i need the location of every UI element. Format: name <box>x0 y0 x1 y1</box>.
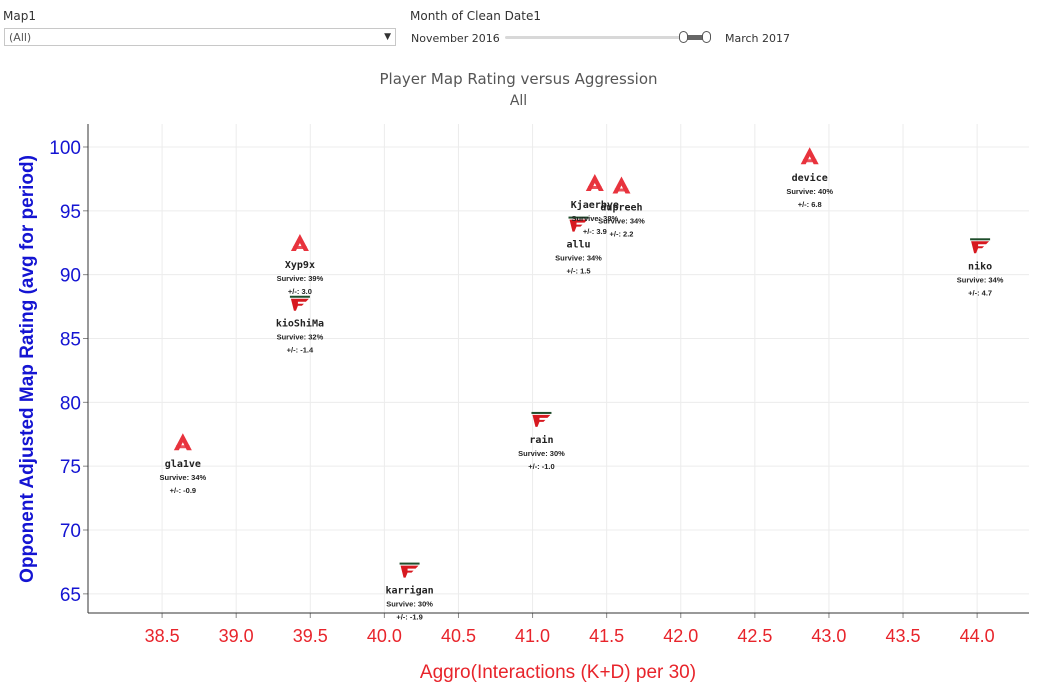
data-point-xyp9x: Xyp9x Survive: 39% +/-: 3.0 <box>277 234 324 296</box>
x-tick-label: 40.5 <box>441 626 476 646</box>
point-plusminus-label: +/-: 6.8 <box>798 200 822 209</box>
point-survive-label: Survive: 34% <box>598 217 645 226</box>
chart-title: Player Map Rating versus Aggression <box>379 70 658 88</box>
map-dropdown[interactable]: (All) ▼ <box>4 28 396 46</box>
point-name-label: allu <box>566 240 590 251</box>
chart-points: gla1ve Survive: 34% +/-: -0.9 Xyp9x Survive:… <box>159 147 1004 622</box>
data-point-kjaerbye: Kjaerbye Survive: 38% +/-: 3.9 <box>571 174 619 236</box>
month-slider-start-handle[interactable] <box>679 31 688 43</box>
month-filter-label: Month of Clean Date1 <box>410 9 541 23</box>
x-tick-label: 43.5 <box>886 626 921 646</box>
point-name-label: rain <box>529 434 553 446</box>
y-axis-label: Opponent Adjusted Map Rating (avg for pe… <box>17 155 38 583</box>
x-tick-label: 44.0 <box>960 626 995 646</box>
astralis-logo-bar <box>802 159 817 163</box>
astralis-logo-bar <box>175 445 190 449</box>
faze-logo-icon <box>569 219 588 232</box>
month-slider-end-handle[interactable] <box>702 31 711 43</box>
faze-logo-bar <box>531 411 552 414</box>
faze-logo-icon <box>971 241 990 254</box>
x-tick-label: 41.0 <box>515 626 550 646</box>
point-survive-label: Survive: 34% <box>159 473 206 482</box>
point-name-label: Xyp9x <box>285 260 315 271</box>
point-plusminus-label: +/-: -1.9 <box>396 613 422 622</box>
faze-logo-bar <box>399 562 420 565</box>
point-survive-label: Survive: 34% <box>957 275 1004 284</box>
point-name-label: karrigan <box>385 585 433 597</box>
point-survive-label: Survive: 39% <box>277 274 324 283</box>
month-slider-track[interactable] <box>505 36 709 39</box>
chart-subtitle: All <box>509 93 528 109</box>
month-slider-range <box>683 35 707 40</box>
point-name-label: dupreeh <box>600 203 642 214</box>
point-plusminus-label: +/-: 2.2 <box>609 230 633 239</box>
point-survive-label: Survive: 38% <box>571 214 618 223</box>
point-survive-label: Survive: 40% <box>786 187 833 196</box>
data-point-dupreeh: dupreeh Survive: 34% +/-: 2.2 <box>598 176 645 239</box>
y-tick-label: 90 <box>60 266 81 287</box>
x-tick-label: 42.0 <box>663 626 698 646</box>
faze-logo-icon <box>532 414 551 427</box>
data-point-gla1ve: gla1ve Survive: 34% +/-: -0.9 <box>159 433 207 495</box>
chart-ticks: 38.5 39.0 39.5 40.0 40.5 41.0 41.5 42.0 42.5 43.0… <box>49 138 994 646</box>
astralis-logo-bar <box>614 188 629 192</box>
y-tick-label: 70 <box>60 521 81 542</box>
x-tick-label: 43.0 <box>811 626 846 646</box>
faze-logo-icon <box>400 565 419 578</box>
faze-logo-bar <box>289 295 310 298</box>
point-name-label: Kjaerbye <box>571 199 619 211</box>
x-tick-label: 42.5 <box>737 626 772 646</box>
map-filter-label: Map1 <box>3 9 36 23</box>
point-name-label: kioShiMa <box>276 318 324 330</box>
y-tick-label: 85 <box>60 329 81 350</box>
month-slider-max-label: March 2017 <box>725 32 791 45</box>
faze-logo-icon <box>290 298 309 311</box>
point-survive-label: Survive: 32% <box>277 333 324 342</box>
x-tick-label: 39.5 <box>293 626 328 646</box>
astralis-logo-bar <box>292 246 307 250</box>
y-tick-label: 65 <box>60 585 81 606</box>
point-plusminus-label: +/-: 3.9 <box>583 227 607 236</box>
x-tick-label: 39.0 <box>219 626 254 646</box>
point-name-label: device <box>792 172 828 184</box>
data-point-allu: allu Survive: 34% +/-: 1.5 <box>555 216 602 276</box>
point-plusminus-label: +/-: -0.9 <box>170 486 196 495</box>
faze-logo-bar <box>568 216 589 219</box>
month-slider-min-label: November 2016 <box>411 32 500 45</box>
point-name-label: niko <box>968 260 992 272</box>
chart-axes <box>83 124 1029 618</box>
x-axis-label: Aggro(Interactions (K+D) per 30) <box>420 662 696 683</box>
x-tick-label: 41.5 <box>589 626 624 646</box>
y-tick-label: 80 <box>60 393 81 414</box>
point-plusminus-label: +/-: -1.0 <box>528 462 554 471</box>
data-point-kioshima: kioShiMa Survive: 32% +/-: -1.4 <box>276 295 324 355</box>
x-tick-label: 40.0 <box>367 626 402 646</box>
astralis-logo-bar <box>587 186 602 190</box>
y-tick-label: 100 <box>49 138 81 159</box>
point-survive-label: Survive: 34% <box>555 254 602 263</box>
data-point-karrigan: karrigan Survive: 30% +/-: -1.9 <box>385 562 434 622</box>
data-point-device: device Survive: 40% +/-: 6.8 <box>786 147 833 209</box>
point-survive-label: Survive: 30% <box>386 600 433 609</box>
data-point-niko: niko Survive: 34% +/-: 4.7 <box>957 238 1004 297</box>
chevron-down-icon[interactable]: ▼ <box>384 32 391 42</box>
data-point-rain: rain Survive: 30% +/-: -1.0 <box>518 411 565 471</box>
point-plusminus-label: +/-: 4.7 <box>968 288 992 297</box>
map-dropdown-value: (All) <box>9 31 32 44</box>
point-plusminus-label: +/-: -1.4 <box>287 346 314 355</box>
x-tick-label: 38.5 <box>145 626 180 646</box>
y-tick-label: 75 <box>60 457 81 478</box>
y-tick-label: 95 <box>60 202 81 223</box>
chart-grid <box>88 124 1029 613</box>
point-plusminus-label: +/-: 1.5 <box>567 267 591 276</box>
faze-logo-bar <box>970 238 991 241</box>
point-plusminus-label: +/-: 3.0 <box>288 287 312 296</box>
point-name-label: gla1ve <box>165 459 201 470</box>
point-survive-label: Survive: 30% <box>518 449 565 458</box>
